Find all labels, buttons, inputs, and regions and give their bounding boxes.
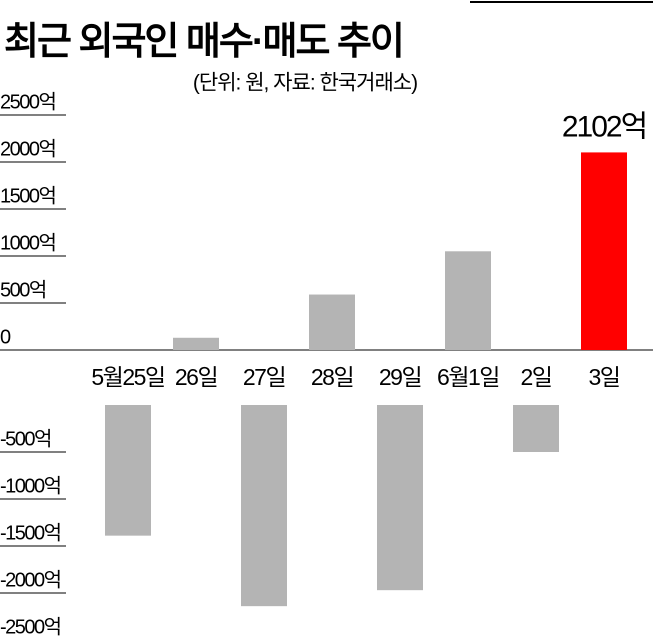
y-tick-label: 1000억 — [0, 231, 55, 254]
x-tick-label: 6월1일 — [437, 364, 499, 390]
x-tick-label: 28일 — [311, 364, 353, 390]
x-tick-label: 27일 — [243, 364, 285, 390]
y-tick-label: 500억 — [0, 278, 46, 301]
y-tick-label: 2000억 — [0, 137, 55, 160]
bar — [581, 152, 627, 350]
bar — [445, 251, 491, 350]
x-tick-label: 3일 — [589, 364, 620, 390]
y-tick-label: 1500억 — [0, 184, 55, 207]
x-tick-label: 5월25일 — [91, 364, 164, 390]
y-tick-label: -1500억 — [0, 521, 61, 544]
bar — [173, 337, 219, 350]
bar — [513, 405, 559, 452]
chart-subtitle: (단위: 원, 자료: 한국거래소) — [193, 72, 417, 95]
bar — [309, 294, 355, 350]
y-tick-label: -2500억 — [0, 615, 61, 637]
y-tick-label: 0 — [0, 326, 11, 348]
y-tick-label: 2500억 — [0, 90, 55, 113]
bar — [105, 405, 151, 536]
x-tick-label: 2일 — [521, 364, 552, 390]
y-tick-label: -2000억 — [0, 568, 61, 591]
bar — [377, 405, 423, 591]
value-label: 2102억 — [562, 110, 646, 143]
y-tick-label: -1000억 — [0, 474, 61, 497]
x-tick-label: 29일 — [379, 364, 421, 390]
chart-title: 최근 외국인 매수·매도 추이 — [4, 21, 403, 63]
x-tick-label: 26일 — [175, 364, 217, 390]
bar — [241, 405, 287, 607]
y-tick-label: -500억 — [0, 427, 51, 450]
